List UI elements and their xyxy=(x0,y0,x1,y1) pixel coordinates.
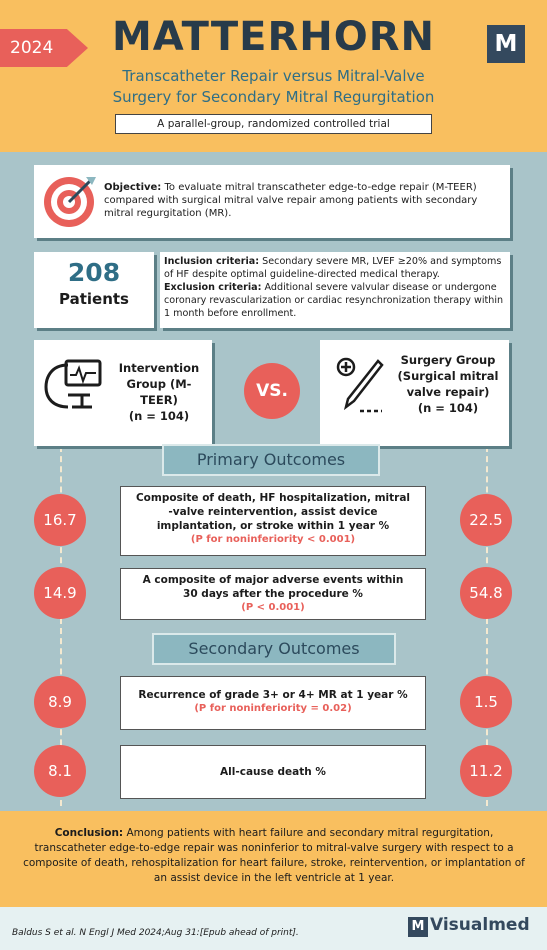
outcome-text-line: All-cause death % xyxy=(220,766,326,778)
criteria-text: Inclusion criteria: Secondary severe MR,… xyxy=(164,255,508,320)
p-value: (P for noninferiority = 0.02) xyxy=(194,703,352,714)
primary-outcome-2-box: A composite of major adverse events with… xyxy=(120,568,426,620)
exclusion-text: Additional severe valvular disease or un… xyxy=(164,282,504,319)
citation: Baldus S et al. N Engl J Med 2024;Aug 31… xyxy=(12,928,299,938)
intervention-group-text: Intervention Group (M-TEER) (n = 104) xyxy=(110,360,208,424)
criteria-box xyxy=(160,252,510,328)
brand-logo: M xyxy=(487,25,525,63)
trial-type-box: A parallel-group, randomized controlled … xyxy=(115,114,432,134)
monitor-icon xyxy=(42,355,104,417)
conclusion-label: Conclusion: xyxy=(54,827,124,839)
intervention-value-circle: 14.9 xyxy=(34,567,86,619)
p-value: (P for noninferiority < 0.001) xyxy=(190,534,356,545)
surgery-line-2: (Surgical mitral xyxy=(397,369,499,383)
objective-label: Objective: xyxy=(104,182,162,193)
visualmed-brand: Visualmed xyxy=(430,915,530,935)
conclusion-text: Conclusion: Among patients with heart fa… xyxy=(18,826,530,886)
objective-box xyxy=(34,165,510,238)
visualmed-logo-icon: M xyxy=(408,917,428,937)
intervention-line-1: Intervention xyxy=(118,361,200,375)
outcome-text-line: -valve reintervention, assist device xyxy=(168,506,378,518)
secondary-outcome-1-box: Recurrence of grade 3+ or 4+ MR at 1 yea… xyxy=(120,676,426,730)
outcome-text-line: A composite of major adverse events with… xyxy=(142,574,404,586)
secondary-outcome-2-box: All-cause death % xyxy=(120,745,426,799)
inclusion-label: Inclusion criteria: xyxy=(164,256,260,267)
year-tag: 2024 xyxy=(0,29,88,67)
surgery-value-circle: 22.5 xyxy=(460,494,512,546)
primary-outcomes-title: Primary Outcomes xyxy=(162,444,380,476)
surgery-value-circle: 54.8 xyxy=(460,567,512,619)
patients-label: Patients xyxy=(59,290,129,308)
surgery-value-circle: 1.5 xyxy=(460,676,512,728)
subtitle-line-2: Surgery for Secondary Mitral Regurgitati… xyxy=(112,88,435,106)
outcome-text-line: Recurrence of grade 3+ or 4+ MR at 1 yea… xyxy=(138,689,408,701)
intervention-value-circle: 8.9 xyxy=(34,676,86,728)
inclusion-text: Secondary severe MR, LVEF ≥20% and sympt… xyxy=(164,256,502,280)
surgery-group-text: Surgery Group (Surgical mitral valve rep… xyxy=(390,352,506,416)
intervention-group-box xyxy=(34,340,212,446)
patients-box xyxy=(34,252,154,328)
intervention-line-2: Group (M-TEER) xyxy=(126,377,192,407)
patients-count: 208 xyxy=(67,258,121,287)
target-icon xyxy=(42,173,98,229)
p-value: (P < 0.001) xyxy=(241,602,305,613)
exclusion-label: Exclusion criteria: xyxy=(164,282,262,293)
intervention-value-circle: 16.7 xyxy=(34,494,86,546)
subtitle-line-1: Transcatheter Repair versus Mitral-Valve xyxy=(122,67,425,85)
vs-circle: VS. xyxy=(244,363,300,419)
intervention-n: (n = 104) xyxy=(128,409,190,423)
objective-text: Objective: To evaluate mitral transcathe… xyxy=(104,181,502,220)
secondary-outcomes-title: Secondary Outcomes xyxy=(152,633,396,665)
page-title: MATTERHORN xyxy=(111,14,436,60)
left-dash-line xyxy=(60,446,62,806)
objective-body: To evaluate mitral transcatheter edge-to… xyxy=(104,182,478,219)
right-dash-line xyxy=(486,446,488,806)
outcome-text-line: implantation, or stroke within 1 year % xyxy=(156,520,390,532)
footer xyxy=(0,907,547,950)
surgery-line-1: Surgery Group xyxy=(400,353,496,367)
surgery-line-3: valve repair) xyxy=(406,385,490,399)
intervention-value-circle: 8.1 xyxy=(34,745,86,797)
surgery-value-circle: 11.2 xyxy=(460,745,512,797)
scalpel-icon xyxy=(334,355,386,417)
subtitle: Transcatheter Repair versus Mitral-Valve… xyxy=(60,66,487,108)
outcome-text-line: Composite of death, HF hospitalization, … xyxy=(135,492,411,504)
primary-outcome-1-box: Composite of death, HF hospitalization, … xyxy=(120,486,426,556)
surgery-n: (n = 104) xyxy=(417,401,479,415)
conclusion-body: Among patients with heart failure and se… xyxy=(23,827,525,884)
conclusion-banner xyxy=(0,811,547,907)
outcome-text-line: 30 days after the procedure % xyxy=(183,588,363,600)
